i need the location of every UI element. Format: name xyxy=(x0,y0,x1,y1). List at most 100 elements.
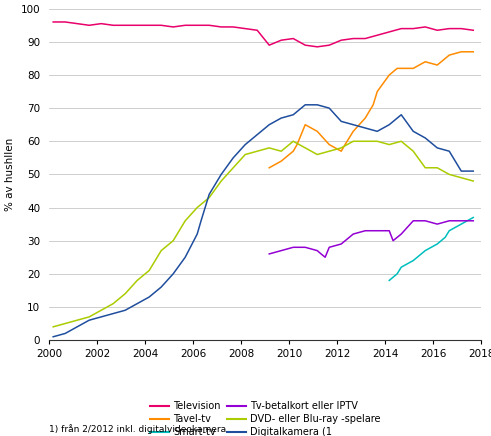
DVD- eller Blu-ray -spelare xyxy=(146,268,152,273)
Television xyxy=(218,24,224,30)
DVD- eller Blu-ray -spelare xyxy=(470,178,476,184)
Tv-betalkort eller IPTV xyxy=(410,218,416,223)
Television xyxy=(230,24,236,30)
Digitalkamera (1 xyxy=(206,192,212,197)
Tv-betalkort eller IPTV xyxy=(290,245,296,250)
Tavel-tv xyxy=(327,142,332,147)
Digitalkamera (1 xyxy=(122,308,128,313)
Television xyxy=(338,37,344,43)
Digitalkamera (1 xyxy=(302,102,308,107)
Tv-betalkort eller IPTV xyxy=(446,218,452,223)
Text: 1) från 2/2012 inkl. digitalvideokamera: 1) från 2/2012 inkl. digitalvideokamera xyxy=(49,424,226,434)
Line: Tavel-tv: Tavel-tv xyxy=(269,52,473,168)
Digitalkamera (1 xyxy=(170,271,176,276)
DVD- eller Blu-ray -spelare xyxy=(182,218,188,223)
Smart-tv xyxy=(394,271,400,276)
DVD- eller Blu-ray -spelare xyxy=(350,139,356,144)
Television xyxy=(314,44,320,49)
Digitalkamera (1 xyxy=(158,284,164,290)
Television xyxy=(74,21,80,26)
DVD- eller Blu-ray -spelare xyxy=(422,165,428,170)
Tavel-tv xyxy=(362,116,368,121)
Television xyxy=(458,26,464,31)
Digitalkamera (1 xyxy=(182,255,188,260)
Television xyxy=(290,36,296,41)
Digitalkamera (1 xyxy=(266,122,272,127)
Television xyxy=(122,23,128,28)
Digitalkamera (1 xyxy=(230,155,236,160)
Digitalkamera (1 xyxy=(435,145,440,150)
Smart-tv xyxy=(422,248,428,253)
Tv-betalkort eller IPTV xyxy=(458,218,464,223)
Digitalkamera (1 xyxy=(410,129,416,134)
DVD- eller Blu-ray -spelare xyxy=(86,314,92,320)
Television xyxy=(110,23,116,28)
Digitalkamera (1 xyxy=(422,135,428,140)
Tavel-tv xyxy=(298,132,304,137)
DVD- eller Blu-ray -spelare xyxy=(170,238,176,243)
Digitalkamera (1 xyxy=(202,205,208,210)
Legend: Television, Tavel-tv, Smart-tv, Tv-betalkort eller IPTV, DVD- eller Blu-ray -spe: Television, Tavel-tv, Smart-tv, Tv-betal… xyxy=(150,401,381,436)
Tavel-tv xyxy=(458,49,464,54)
Tavel-tv xyxy=(278,159,284,164)
Television xyxy=(435,27,440,33)
Television xyxy=(86,23,92,28)
Tv-betalkort eller IPTV xyxy=(435,221,440,227)
Smart-tv xyxy=(446,228,452,233)
Tv-betalkort eller IPTV xyxy=(266,251,272,256)
Tv-betalkort eller IPTV xyxy=(386,228,392,233)
Digitalkamera (1 xyxy=(198,218,204,223)
Digitalkamera (1 xyxy=(98,314,104,320)
Television xyxy=(158,23,164,28)
DVD- eller Blu-ray -spelare xyxy=(242,152,248,157)
Smart-tv xyxy=(458,221,464,227)
Smart-tv xyxy=(442,235,448,240)
Digitalkamera (1 xyxy=(74,324,80,330)
DVD- eller Blu-ray -spelare xyxy=(254,149,260,154)
DVD- eller Blu-ray -spelare xyxy=(194,205,200,210)
Tavel-tv xyxy=(446,52,452,58)
DVD- eller Blu-ray -spelare xyxy=(74,317,80,323)
Digitalkamera (1 xyxy=(327,106,332,111)
Digitalkamera (1 xyxy=(218,172,224,177)
Digitalkamera (1 xyxy=(446,149,452,154)
Digitalkamera (1 xyxy=(86,317,92,323)
Digitalkamera (1 xyxy=(242,142,248,147)
DVD- eller Blu-ray -spelare xyxy=(62,321,68,326)
DVD- eller Blu-ray -spelare xyxy=(134,278,140,283)
Television xyxy=(302,43,308,48)
Smart-tv xyxy=(435,242,440,247)
Smart-tv xyxy=(398,265,404,270)
Tavel-tv xyxy=(470,49,476,54)
Digitalkamera (1 xyxy=(254,132,260,137)
Tavel-tv xyxy=(350,129,356,134)
DVD- eller Blu-ray -spelare xyxy=(458,175,464,181)
Digitalkamera (1 xyxy=(350,122,356,127)
Tavel-tv xyxy=(302,122,308,127)
Television xyxy=(362,36,368,41)
Digitalkamera (1 xyxy=(314,102,320,107)
Television xyxy=(206,23,212,28)
DVD- eller Blu-ray -spelare xyxy=(122,291,128,296)
DVD- eller Blu-ray -spelare xyxy=(230,165,236,170)
Smart-tv xyxy=(386,278,392,283)
Smart-tv xyxy=(470,215,476,220)
DVD- eller Blu-ray -spelare xyxy=(98,308,104,313)
Television xyxy=(266,43,272,48)
Tavel-tv xyxy=(314,129,320,134)
Television xyxy=(446,26,452,31)
Tavel-tv xyxy=(290,149,296,154)
Digitalkamera (1 xyxy=(386,122,392,127)
DVD- eller Blu-ray -spelare xyxy=(386,142,392,147)
DVD- eller Blu-ray -spelare xyxy=(50,324,56,330)
Line: Television: Television xyxy=(53,22,473,47)
Tavel-tv xyxy=(266,165,272,170)
Tv-betalkort eller IPTV xyxy=(302,245,308,250)
DVD- eller Blu-ray -spelare xyxy=(327,149,332,154)
DVD- eller Blu-ray -spelare xyxy=(398,139,404,144)
Digitalkamera (1 xyxy=(50,334,56,339)
Tavel-tv xyxy=(338,149,344,154)
Television xyxy=(98,21,104,26)
Television xyxy=(327,43,332,48)
Tavel-tv xyxy=(386,72,392,78)
